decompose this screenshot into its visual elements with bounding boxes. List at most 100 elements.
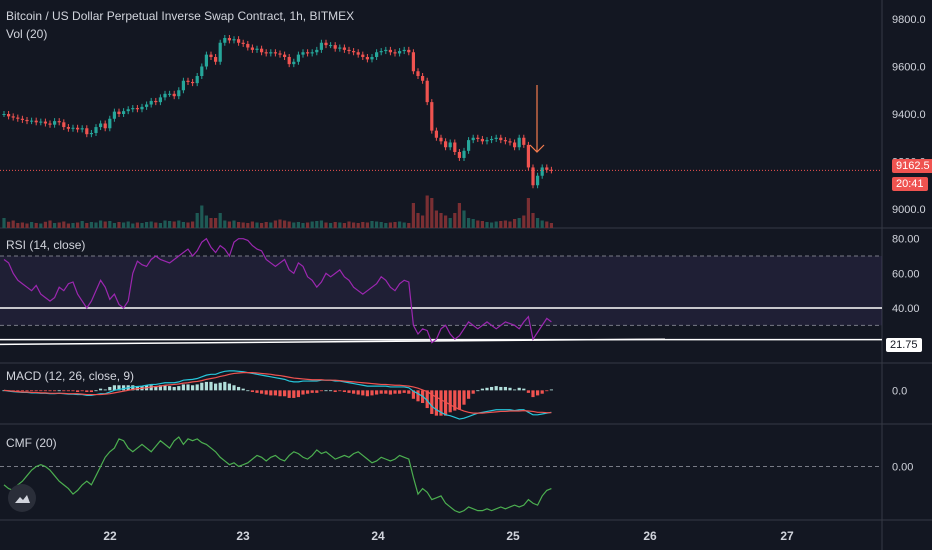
candle-body xyxy=(214,57,218,62)
macd-histogram-bar xyxy=(480,388,484,391)
macd-histogram-bar xyxy=(324,390,328,392)
candle-body xyxy=(365,57,369,60)
volume-bar xyxy=(204,215,208,228)
macd-histogram-bar xyxy=(20,390,24,392)
macd-histogram-bar xyxy=(269,390,273,396)
macd-histogram-bar xyxy=(508,387,512,391)
macd-histogram-bar xyxy=(513,389,517,391)
candle-body xyxy=(425,80,429,103)
volume-bar xyxy=(71,223,75,228)
volume-bar xyxy=(333,222,337,228)
macd-histogram-bar xyxy=(499,386,503,391)
volume-bar xyxy=(25,223,29,228)
macd-histogram-bar xyxy=(361,390,365,396)
candle-body xyxy=(292,61,296,65)
time-tick-label: 23 xyxy=(236,529,250,543)
volume-bar xyxy=(287,221,291,228)
candle-body xyxy=(324,42,328,46)
macd-histogram-bar xyxy=(425,390,429,409)
candle-body xyxy=(80,128,84,130)
macd-histogram-bar xyxy=(122,385,126,391)
candle-body xyxy=(453,142,457,152)
macd-histogram-bar xyxy=(439,390,443,416)
volume-bar xyxy=(57,222,61,228)
macd-histogram-bar xyxy=(209,381,213,391)
macd-histogram-bar xyxy=(154,386,158,391)
volume-bar xyxy=(168,221,172,228)
volume-bar xyxy=(370,221,374,228)
candle-body xyxy=(411,52,415,72)
macd-histogram-bar xyxy=(191,385,195,391)
macd-histogram-bar xyxy=(62,390,66,392)
volume-bar xyxy=(467,218,471,228)
macd-histogram-bar xyxy=(434,390,438,416)
candle-body xyxy=(273,52,277,54)
volume-bar xyxy=(250,221,254,228)
macd-histogram-bar xyxy=(545,390,549,392)
macd-histogram-bar xyxy=(490,386,494,391)
macd-histogram-bar xyxy=(494,386,498,391)
candle-body xyxy=(462,150,466,158)
candle-body xyxy=(177,90,181,97)
volume-bar xyxy=(388,222,392,228)
cmf-label: CMF (20) xyxy=(6,436,57,450)
macd-histogram-bar xyxy=(117,385,121,391)
macd-histogram-bar xyxy=(108,386,112,391)
volume-bar xyxy=(94,222,98,228)
volume-bar xyxy=(186,222,190,228)
candle-body xyxy=(485,140,489,142)
volume-bar xyxy=(549,223,553,228)
candle-body xyxy=(448,142,452,148)
volume-bar xyxy=(135,222,139,228)
time-tick-label: 25 xyxy=(506,529,520,543)
macd-histogram-bar xyxy=(204,381,208,391)
volume-bar xyxy=(89,222,93,228)
macd-histogram-bar xyxy=(306,390,310,394)
macd-histogram-bar xyxy=(333,390,337,393)
macd-histogram-bar xyxy=(103,389,107,391)
macd-histogram-bar xyxy=(503,386,507,391)
macd-histogram-bar xyxy=(287,390,291,398)
macd-histogram-bar xyxy=(273,390,277,396)
tradingview-logo-icon[interactable] xyxy=(8,484,36,512)
macd-histogram-bar xyxy=(310,390,314,393)
macd-histogram-bar xyxy=(411,390,415,399)
candle-body xyxy=(503,140,507,142)
candle-body xyxy=(209,54,213,57)
candle-body xyxy=(62,122,66,128)
candle-body xyxy=(103,123,107,129)
macd-histogram-bar xyxy=(536,390,540,396)
macd-histogram-bar xyxy=(476,390,480,392)
candle-body xyxy=(25,119,29,122)
candle-body xyxy=(39,121,43,123)
macd-histogram-bar xyxy=(388,390,392,395)
candle-body xyxy=(200,66,204,76)
macd-histogram-bar xyxy=(255,390,259,393)
macd-histogram-bar xyxy=(375,390,379,395)
volume-bar xyxy=(140,223,144,228)
rsi-band xyxy=(0,256,882,326)
macd-histogram-bar xyxy=(342,390,346,393)
volume-bar xyxy=(319,220,323,228)
volume-bar xyxy=(361,222,365,228)
macd-histogram-bar xyxy=(48,390,52,392)
macd-histogram-bar xyxy=(200,382,204,391)
macd-histogram-bar xyxy=(352,390,356,394)
candle-body xyxy=(329,45,333,47)
candle-body xyxy=(168,93,172,95)
macd-histogram-bar xyxy=(467,390,471,399)
volume-bar xyxy=(342,223,346,228)
volume-bar xyxy=(43,221,47,228)
candle-body xyxy=(416,71,420,76)
candle-body xyxy=(117,111,121,114)
candle-body xyxy=(241,42,245,44)
macd-histogram-bar xyxy=(99,388,103,391)
candle-body xyxy=(315,49,319,53)
volume-bar xyxy=(476,220,480,228)
volume-bar xyxy=(214,218,218,228)
volume-bar xyxy=(365,222,369,228)
candle-body xyxy=(172,93,176,97)
macd-histogram-bar xyxy=(347,390,351,393)
